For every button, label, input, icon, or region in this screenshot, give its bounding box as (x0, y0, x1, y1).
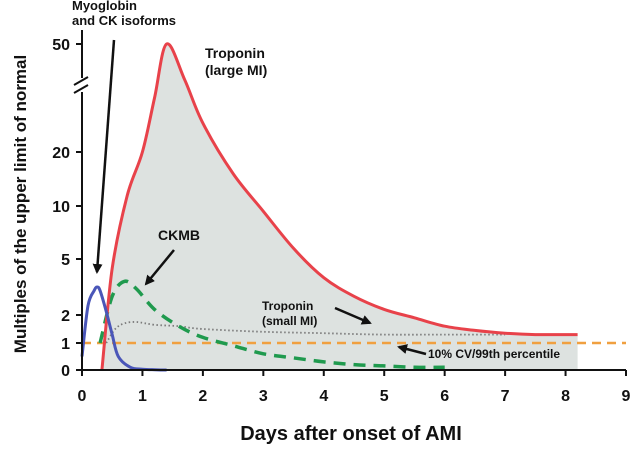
reference-arrow (397, 344, 427, 356)
troponin-small-arrow (334, 306, 372, 325)
y-tick-label: 0 (61, 363, 70, 380)
y-tick-label: 1 (61, 336, 70, 353)
x-tick-label: 8 (561, 388, 570, 405)
troponin-large-annotation: Troponin (large MI) (205, 45, 267, 78)
ckmb-annotation: CKMB (158, 227, 200, 243)
troponin-small-line (105, 321, 506, 344)
x-tick-label: 3 (259, 388, 268, 405)
y-tick-label: 10 (52, 199, 70, 216)
y-tick-label: 5 (61, 252, 70, 269)
myoglobin-annotation: Myoglobin and CK isoforms (72, 0, 176, 28)
y-axis-label: Multiples of the upper limit of normal (11, 55, 30, 353)
reference-annotation: 10% CV/99th percentile (428, 347, 560, 361)
ckmb-arrow (144, 249, 175, 286)
x-tick-label: 6 (440, 388, 449, 405)
troponin-large-line (100, 42, 578, 371)
ckmb-line (98, 279, 445, 370)
axis-break-mark (73, 84, 89, 94)
y-tick-label: 20 (52, 145, 70, 162)
x-tick-label: 9 (622, 388, 631, 405)
troponin-small-annotation: Troponin (small MI) (262, 299, 317, 328)
myoglobin-arrow (92, 39, 116, 274)
x-tick-label: 7 (501, 388, 510, 405)
axis-break-mark (73, 76, 89, 86)
troponin-large-area (101, 43, 578, 370)
axis-break-gap (74, 78, 90, 92)
y-tick-label: 2 (61, 308, 70, 325)
x-tick-label: 2 (198, 388, 207, 405)
x-axis-label: Days after onset of AMI (240, 423, 462, 445)
x-tick-label: 5 (380, 388, 389, 405)
x-tick-label: 0 (78, 388, 87, 405)
x-tick-label: 1 (138, 388, 147, 405)
x-tick-label: 4 (319, 388, 328, 405)
y-tick-label: 50 (52, 37, 70, 54)
